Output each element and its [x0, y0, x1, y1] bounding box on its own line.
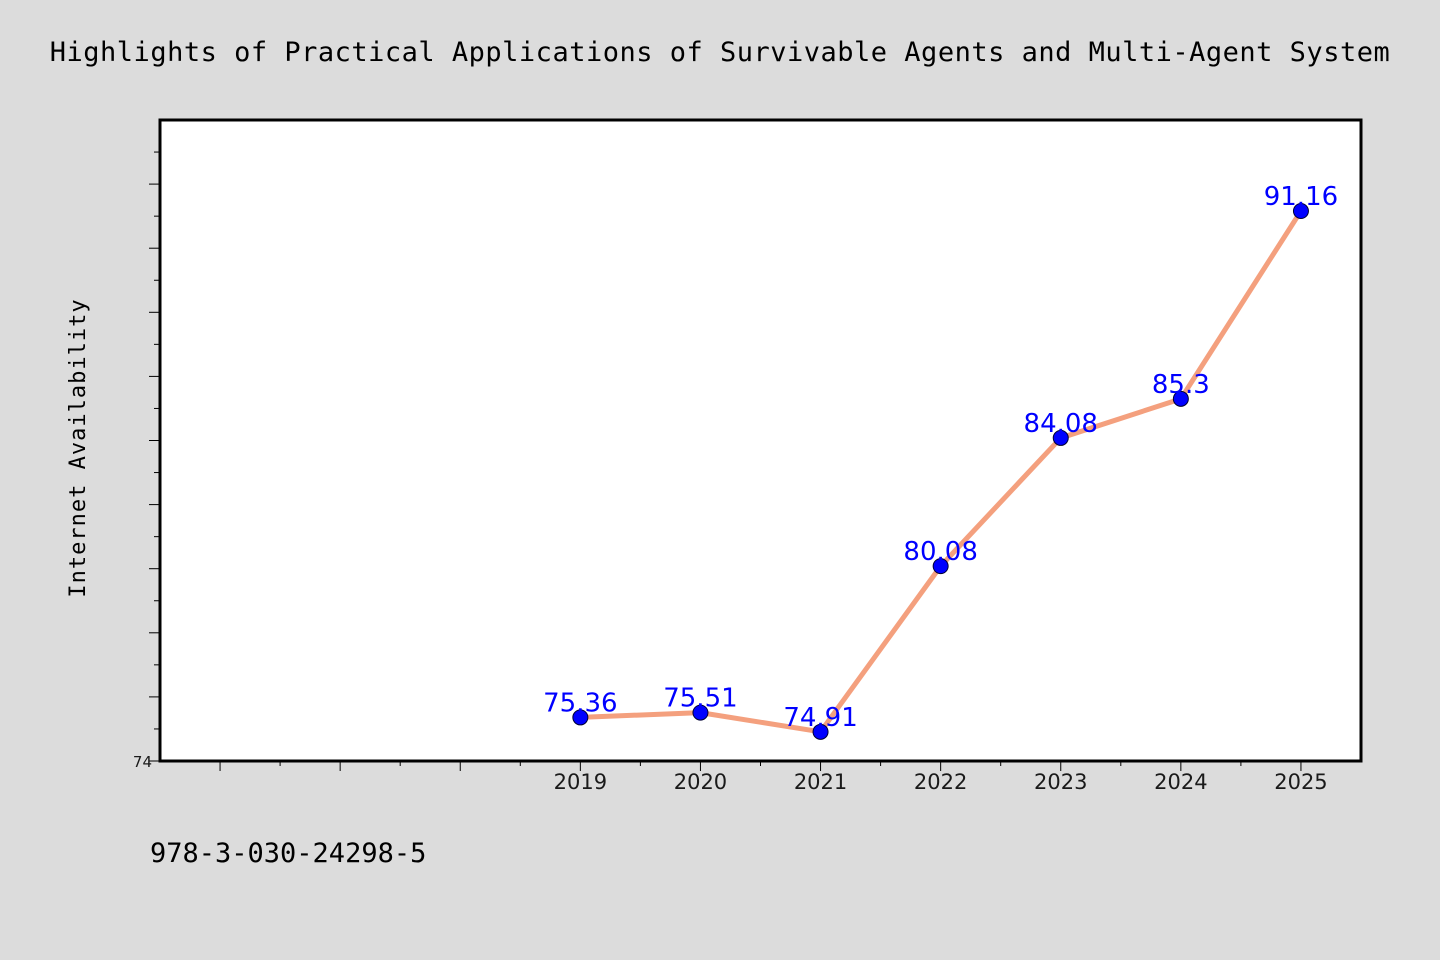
chart-title: Highlights of Practical Applications of …	[50, 37, 1390, 68]
data-point	[692, 704, 709, 721]
data-point	[1292, 203, 1309, 220]
x-tick-label: 2021	[794, 770, 847, 794]
data-label: 75.51	[663, 684, 737, 714]
series-layer	[572, 203, 1309, 740]
data-point	[812, 723, 829, 740]
x-tick-label: 2025	[1274, 770, 1327, 794]
data-label: 85.3	[1152, 370, 1210, 400]
x-tick-label: 2022	[914, 770, 967, 794]
data-label: 75.36	[543, 688, 617, 718]
data-labels-layer: 75.36 75.51 74.91 80.08 84.08 85.3 91.16	[543, 182, 1338, 733]
data-label: 84.08	[1024, 409, 1098, 439]
isbn-footnote: 978-3-030-24298-5	[150, 838, 426, 869]
y-axis-label: Internet Availability	[66, 298, 91, 597]
data-label: 74.91	[783, 703, 857, 733]
x-tick-label: 2024	[1154, 770, 1207, 794]
plot-area	[158, 118, 1363, 763]
data-label: 80.08	[903, 537, 977, 567]
x-tick-label: 2023	[1034, 770, 1087, 794]
y-tick-label: 74	[133, 753, 152, 771]
data-point	[572, 709, 589, 726]
data-label: 91.16	[1264, 182, 1338, 212]
data-point	[1052, 429, 1069, 446]
x-tick-label: 2020	[674, 770, 727, 794]
x-tick-label: 2019	[554, 770, 607, 794]
y-axis-ticks: 74	[133, 151, 160, 771]
data-point	[1172, 390, 1189, 407]
x-axis-ticks: 2019 2020 2021 2022 2023 2024 2025	[219, 761, 1328, 794]
data-point	[932, 558, 949, 575]
